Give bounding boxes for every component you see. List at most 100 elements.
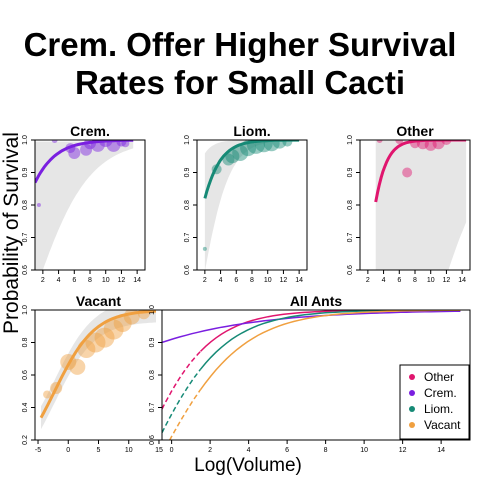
- plot-area: [374, 140, 467, 270]
- data-point: [113, 314, 132, 332]
- x-tick-label: 8: [88, 277, 92, 284]
- fit-line: [35, 140, 134, 184]
- x-tick-label: 6: [397, 277, 401, 284]
- panel-crem: 2 4 6 8 10 12 14 0.6 0.7 0.8 0.9 1.0 Crem.: [22, 123, 146, 284]
- data-point: [123, 310, 140, 325]
- legend-label: Crem.: [424, 386, 457, 400]
- y-tick-label: 1.0: [22, 135, 29, 145]
- x-tick-label: 2: [208, 447, 212, 454]
- y-tick-label: 0.6: [347, 265, 354, 275]
- chart-title: Crem. Offer Higher Survival Rates for Sm…: [0, 26, 480, 102]
- legend-marker: [409, 422, 415, 428]
- chart-title-line-1: Crem. Offer Higher Survival: [23, 26, 457, 63]
- x-tick-label: 4: [247, 447, 251, 454]
- data-point: [376, 140, 383, 143]
- y-tick-label: 1.0: [22, 305, 29, 315]
- data-point: [94, 327, 115, 348]
- data-point: [69, 358, 86, 375]
- data-point: [432, 140, 445, 150]
- x-tick-label: 14: [295, 277, 303, 284]
- x-tick-label: 15: [155, 447, 163, 454]
- panel-all-ants: 0 2 4 6 8 10 12 14 0.6 0.7 0.8 0.9 1.0 All Ants Other C…: [149, 293, 471, 454]
- x-tick-label: 5: [97, 447, 101, 454]
- x-tick-label: 10: [427, 277, 435, 284]
- legend-label: Liom.: [424, 402, 453, 416]
- data-point: [416, 140, 429, 150]
- y-tick-label: 1.0: [184, 135, 191, 145]
- y-axis-label: Probability of Survival: [0, 132, 23, 334]
- data-point: [80, 143, 93, 156]
- panel-title: Other: [396, 123, 434, 139]
- x-tick-label: 0: [170, 447, 174, 454]
- x-tick-label: 8: [250, 277, 254, 284]
- x-tick-label: 2: [41, 277, 45, 284]
- series-line-other: [199, 310, 461, 352]
- data-point: [36, 203, 41, 207]
- y-tick-label: 0.8: [184, 200, 191, 210]
- data-point: [85, 332, 106, 353]
- y-tick-label: 0.9: [149, 338, 156, 348]
- legend-label: Other: [424, 370, 454, 384]
- data-point: [222, 153, 235, 166]
- data-point: [402, 167, 413, 178]
- y-tick-label: 0.6: [22, 370, 29, 380]
- data-point: [68, 147, 81, 159]
- y-tick-label: 0.9: [22, 168, 29, 178]
- confidence-band: [204, 140, 300, 270]
- confidence-band: [375, 140, 467, 270]
- panel-title: Crem.: [70, 123, 110, 139]
- data-point: [232, 145, 249, 161]
- legend-marker: [409, 406, 415, 412]
- x-tick-label: 2: [203, 277, 207, 284]
- x-tick-label: 8: [413, 277, 417, 284]
- chart-title-line-2: Rates for Small Cacti: [74, 64, 406, 101]
- plot-area: [35, 140, 134, 270]
- data-point: [103, 319, 124, 340]
- fit-line: [374, 140, 467, 203]
- y-tick-label: 0.4: [22, 403, 29, 413]
- panel-vacant: -5 0 5 10 15 0.2 0.4 0.6 0.8 1.0 Vacant: [22, 293, 163, 454]
- x-tick-label: -5: [35, 447, 41, 454]
- y-tick-label: 0.8: [22, 200, 29, 210]
- series-line-liom-dashed: [162, 368, 202, 434]
- data-point: [51, 140, 58, 143]
- x-tick-label: 4: [57, 277, 61, 284]
- x-axis-label: Log(Volume): [194, 455, 302, 476]
- plot-area: [202, 140, 300, 270]
- plot-area: [39, 310, 157, 430]
- series-line-crem: [162, 310, 461, 344]
- y-tick-label: 0.8: [22, 338, 29, 348]
- y-tick-label: 0.9: [184, 168, 191, 178]
- x-tick-label: 10: [102, 277, 110, 284]
- data-point: [424, 140, 437, 151]
- y-tick-label: 0.6: [22, 265, 29, 275]
- y-tick-label: 0.9: [347, 168, 354, 178]
- x-tick-label: 12: [118, 277, 126, 284]
- y-tick-label: 0.7: [22, 233, 29, 243]
- y-tick-label: 0.6: [184, 265, 191, 275]
- y-tick-label: 0.8: [149, 370, 156, 380]
- x-tick-label: 10: [125, 447, 133, 454]
- panel-liom: 2 4 6 8 10 12 14 0.6 0.7 0.8 0.9 1.0 Liom.: [184, 123, 308, 284]
- x-tick-label: 6: [234, 277, 238, 284]
- x-tick-label: 4: [382, 277, 386, 284]
- legend: Other Crem. Liom. Vacant: [399, 364, 470, 440]
- x-tick-label: 6: [285, 447, 289, 454]
- data-point: [202, 246, 207, 251]
- y-tick-label: 1.0: [149, 305, 156, 315]
- data-point: [254, 140, 273, 153]
- x-tick-label: 6: [72, 277, 76, 284]
- y-tick-label: 0.8: [347, 200, 354, 210]
- data-point: [395, 140, 404, 144]
- y-tick-label: 0.7: [347, 233, 354, 243]
- panel-title: Liom.: [233, 123, 270, 139]
- x-tick-label: 10: [360, 447, 368, 454]
- panel-title: All Ants: [290, 293, 343, 309]
- y-tick-label: 0.7: [149, 403, 156, 413]
- x-tick-label: 0: [66, 447, 70, 454]
- y-tick-label: 1.0: [347, 135, 354, 145]
- panel-title: Vacant: [76, 293, 121, 309]
- y-tick-label: 0.6: [149, 435, 156, 445]
- x-tick-label: 2: [366, 277, 370, 284]
